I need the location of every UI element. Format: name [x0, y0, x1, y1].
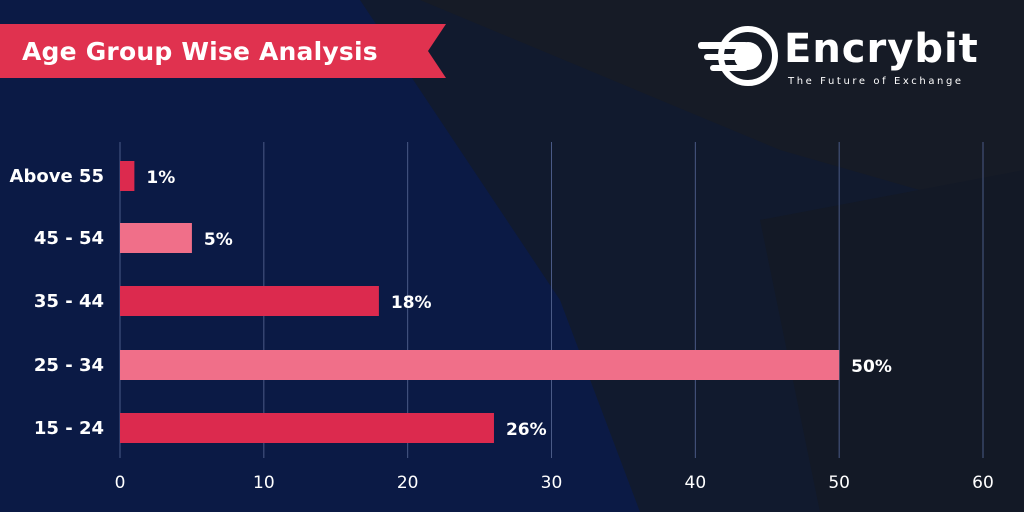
category-label: Above 55	[10, 166, 104, 187]
category-label: 15 - 24	[34, 418, 104, 439]
x-tick-label: 30	[541, 473, 563, 493]
title-ribbon	[0, 24, 446, 78]
value-label: 18%	[391, 293, 432, 313]
bar	[120, 286, 379, 316]
x-tick-label: 60	[972, 473, 994, 493]
x-tick-label: 50	[828, 473, 850, 493]
x-axis-ticks: 0 10 20 30 40 50 60	[115, 473, 994, 493]
x-tick-label: 0	[115, 473, 126, 493]
category-labels: Above 55 45 - 54 35 - 44 25 - 34 15 - 24	[10, 166, 104, 439]
category-label: 35 - 44	[34, 291, 104, 312]
bar	[120, 223, 192, 253]
bar	[120, 161, 135, 191]
value-label: 26%	[506, 420, 547, 440]
x-tick-label: 10	[253, 473, 275, 493]
bar	[120, 350, 840, 380]
logo-tagline: The Future of Exchange	[788, 76, 964, 87]
value-labels: 1% 5% 18% 50% 26%	[146, 168, 891, 440]
category-label: 25 - 34	[34, 355, 104, 376]
bars	[120, 161, 840, 443]
value-label: 50%	[851, 357, 892, 377]
category-label: 45 - 54	[34, 228, 104, 249]
x-tick-label: 20	[397, 473, 419, 493]
bar	[120, 413, 494, 443]
title-banner: Age Group Wise Analysis	[0, 24, 446, 78]
value-label: 5%	[204, 230, 233, 250]
brand-logo: Encrybit The Future of Exchange	[692, 26, 1002, 92]
value-label: 1%	[146, 168, 175, 188]
x-tick-label: 40	[685, 473, 707, 493]
logo-wing-icon	[698, 26, 778, 86]
page-title: Age Group Wise Analysis	[22, 36, 378, 66]
logo-name: Encrybit	[784, 26, 979, 72]
